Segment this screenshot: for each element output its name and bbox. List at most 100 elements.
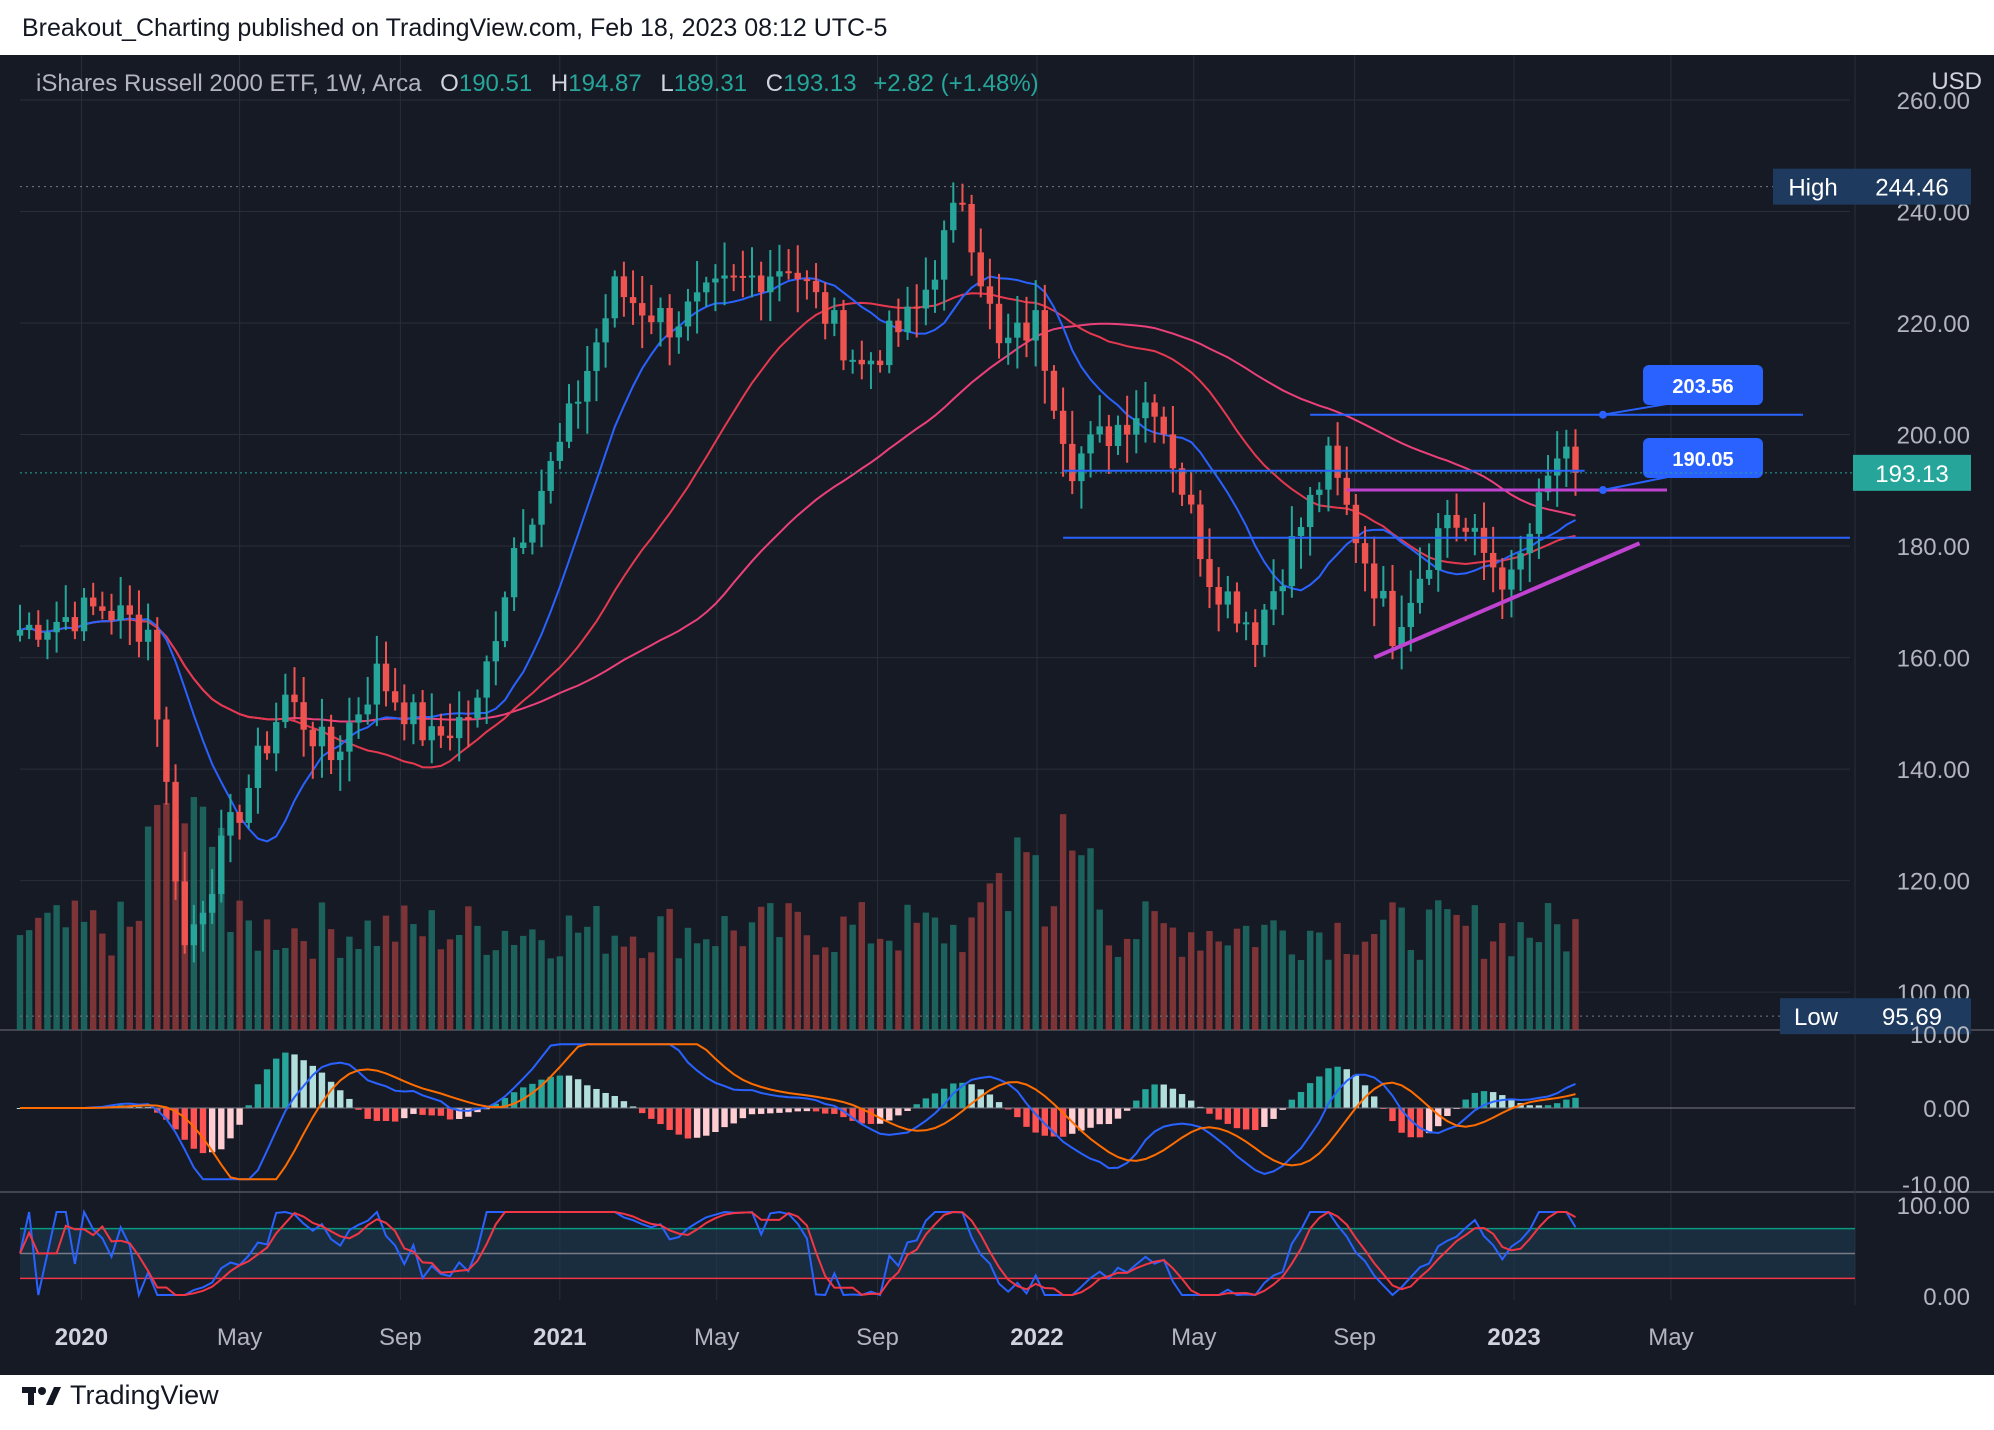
candle-body bbox=[703, 282, 710, 293]
volume-bar bbox=[1334, 922, 1341, 1030]
volume-bar bbox=[428, 910, 435, 1030]
volume-bar bbox=[1151, 911, 1158, 1030]
candle-body bbox=[922, 289, 930, 309]
volume-bar bbox=[318, 902, 326, 1030]
candle-body bbox=[172, 781, 179, 882]
tradingview-brand: TradingView bbox=[70, 1380, 219, 1410]
macd-histogram-bar bbox=[1114, 1108, 1122, 1119]
close-value: 193.13 bbox=[783, 70, 857, 97]
volume-bar bbox=[327, 929, 335, 1030]
macd-histogram-bar bbox=[1252, 1108, 1259, 1131]
candle-body bbox=[1133, 418, 1140, 435]
candle-body bbox=[1252, 622, 1259, 645]
volume-bar bbox=[1142, 901, 1149, 1030]
volume-bar bbox=[346, 936, 353, 1030]
candle-body bbox=[675, 326, 683, 338]
volume-bar bbox=[1544, 903, 1552, 1030]
macd-histogram-bar bbox=[629, 1106, 637, 1108]
volume-bar bbox=[648, 952, 655, 1030]
volume-bar bbox=[337, 957, 344, 1030]
volume-bar bbox=[730, 930, 737, 1030]
macd-histogram-bar bbox=[1105, 1108, 1113, 1125]
candle-body bbox=[35, 624, 42, 640]
volume-bar bbox=[1526, 937, 1533, 1030]
volume-bar bbox=[1224, 945, 1232, 1030]
candle-body bbox=[693, 292, 701, 302]
ascending-trendline bbox=[1373, 541, 1641, 660]
volume-bar bbox=[1059, 814, 1067, 1030]
macd-histogram-bar bbox=[1316, 1076, 1323, 1108]
macd-histogram-bar bbox=[1343, 1069, 1350, 1108]
macd-histogram-bar bbox=[858, 1108, 866, 1124]
macd-histogram-bar bbox=[1279, 1108, 1286, 1110]
candle-body bbox=[1114, 424, 1122, 447]
candle-body bbox=[1370, 563, 1378, 599]
candle-body bbox=[1151, 402, 1158, 417]
candle-body bbox=[593, 342, 600, 371]
candle-body bbox=[309, 729, 317, 747]
candle-body bbox=[419, 702, 426, 741]
macd-histogram-bar bbox=[1242, 1108, 1250, 1130]
price-tick-label: 260.00 bbox=[1897, 88, 1970, 115]
price-tick-label: 160.00 bbox=[1897, 646, 1970, 673]
tradingview-footer[interactable]: TradingView bbox=[22, 1380, 219, 1411]
candle-body bbox=[684, 301, 692, 327]
candle-body bbox=[190, 924, 198, 946]
price-tick-label: 140.00 bbox=[1897, 757, 1970, 784]
volume-bar bbox=[163, 803, 170, 1030]
volume-bar bbox=[757, 906, 765, 1030]
macd-histogram-bar bbox=[840, 1108, 847, 1118]
candle-body bbox=[474, 697, 481, 719]
volume-bar bbox=[419, 936, 426, 1030]
candle-body bbox=[1288, 536, 1296, 587]
candle-body bbox=[529, 524, 536, 543]
candle-body bbox=[1069, 443, 1076, 482]
macd-histogram-bar bbox=[703, 1108, 710, 1136]
macd-histogram-bar bbox=[1151, 1084, 1158, 1108]
candle-body bbox=[382, 663, 390, 692]
macd-histogram-bar bbox=[821, 1108, 829, 1114]
volume-bar bbox=[1004, 911, 1012, 1030]
volume-bar bbox=[1270, 920, 1277, 1030]
candle-body bbox=[1215, 587, 1222, 605]
macd-histogram-bar bbox=[465, 1108, 472, 1117]
candle-body bbox=[245, 787, 252, 823]
macd-histogram-bar bbox=[1206, 1108, 1213, 1114]
close-label: C bbox=[765, 70, 784, 97]
candle-body bbox=[959, 202, 966, 205]
candle-body bbox=[1078, 453, 1085, 482]
open-label: O bbox=[440, 70, 459, 97]
candle-body bbox=[1270, 591, 1277, 610]
price-chart[interactable]: 260.00240.00220.00200.00180.00160.00140.… bbox=[0, 0, 1994, 1375]
volume-bar bbox=[1489, 941, 1497, 1030]
candle-body bbox=[89, 597, 97, 607]
candle-body bbox=[1508, 569, 1515, 590]
candle-body bbox=[657, 307, 664, 323]
candle-body bbox=[163, 719, 170, 782]
volume-bar bbox=[1316, 932, 1323, 1030]
volume-bar bbox=[44, 912, 51, 1030]
macd-histogram-bar bbox=[1224, 1108, 1232, 1124]
volume-bar bbox=[1389, 902, 1396, 1030]
macd-histogram-bar bbox=[318, 1072, 326, 1108]
time-tick-label: May bbox=[1648, 1324, 1693, 1351]
candle-body bbox=[446, 735, 454, 739]
low-label-box bbox=[1780, 998, 1853, 1035]
volume-bar bbox=[1361, 941, 1369, 1030]
volume-bar bbox=[401, 905, 408, 1030]
volume-bar bbox=[904, 904, 911, 1030]
macd-histogram-bar bbox=[1197, 1106, 1204, 1108]
high-value: 244.46 bbox=[1875, 175, 1948, 202]
macd-histogram-bar bbox=[638, 1108, 646, 1114]
candle-body bbox=[602, 318, 609, 343]
volume-bar bbox=[1050, 906, 1058, 1030]
candle-body bbox=[282, 694, 289, 723]
candle-body bbox=[1352, 504, 1360, 544]
volume-bar bbox=[1087, 848, 1094, 1030]
macd-histogram-bar bbox=[327, 1081, 335, 1108]
candle-body bbox=[776, 271, 783, 277]
callout-190-box bbox=[1643, 438, 1763, 478]
macd-histogram-bar bbox=[1032, 1108, 1039, 1133]
candle-body bbox=[1334, 445, 1341, 478]
